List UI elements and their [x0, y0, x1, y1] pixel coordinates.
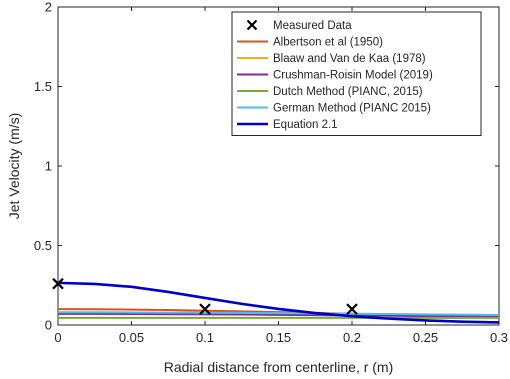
measured-data-point [52, 277, 64, 290]
legend-label: German Method (PIANC 2015) [273, 103, 431, 115]
y-tick-label: 1 [45, 159, 52, 174]
legend-marker-cross [246, 19, 258, 31]
x-tick-label: 0.3 [490, 330, 508, 345]
y-tick-label: 1.5 [34, 79, 52, 94]
legend-item: German Method (PIANC 2015) [237, 103, 431, 115]
x-tick-label: 0.1 [196, 330, 214, 345]
legend-label: Dutch Method (PIANC, 2015) [273, 86, 423, 98]
legend-box [231, 11, 482, 136]
legend-item: Crushman-Roisin Model (2019) [237, 70, 433, 82]
legend-item: Blaaw and Van de Kaa (1978) [237, 53, 426, 65]
legend-item: Albertson et al (1950) [237, 37, 383, 49]
y-tick-label: 2 [45, 0, 52, 15]
legend-label: Crushman-Roisin Model (2019) [273, 70, 433, 82]
legend-item: Measured Data [246, 19, 352, 32]
legend-label: Equation 2.1 [273, 119, 338, 131]
measured-data-point [346, 303, 358, 315]
legend-label: Blaaw and Van de Kaa (1978) [273, 53, 426, 65]
series-line-german-method-pianc-2015 [58, 311, 500, 316]
legend-item: Dutch Method (PIANC, 2015) [237, 86, 423, 98]
legend-item: Equation 2.1 [237, 119, 338, 131]
y-tick-label: 0 [45, 318, 52, 333]
y-tick-label: 0.5 [34, 238, 52, 253]
x-tick-label: 0.15 [266, 330, 291, 345]
legend-label: Albertson et al (1950) [273, 37, 383, 49]
measured-data-point [199, 303, 211, 315]
x-tick-label: 0 [54, 330, 61, 345]
y-axis-label: Jet Velocity (m/s) [6, 113, 22, 220]
series-line-equation-2-1 [57, 281, 500, 324]
legend-label: Measured Data [273, 20, 352, 32]
series-line-crushman-roisin-model-2019 [58, 312, 500, 318]
x-tick-label: 0.25 [413, 330, 438, 345]
x-tick-label: 0.2 [343, 330, 361, 345]
x-tick-label: 0.05 [119, 330, 144, 345]
x-axis-label: Radial distance from centerline, r (m) [164, 359, 394, 375]
